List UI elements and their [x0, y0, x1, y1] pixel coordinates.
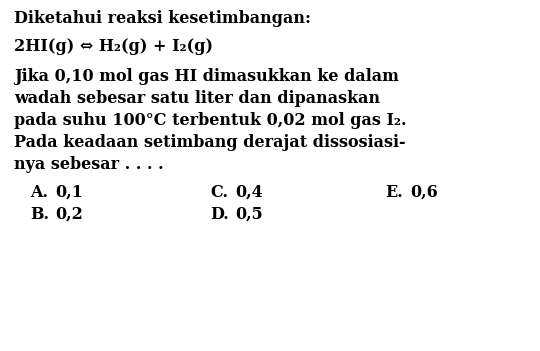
Text: nya sebesar . . . .: nya sebesar . . . .	[14, 156, 164, 173]
Text: Diketahui reaksi kesetimbangan:: Diketahui reaksi kesetimbangan:	[14, 10, 311, 27]
Text: wadah sebesar satu liter dan dipanaskan: wadah sebesar satu liter dan dipanaskan	[14, 90, 380, 107]
Text: E.: E.	[385, 184, 403, 201]
Text: 0,4: 0,4	[235, 184, 263, 201]
Text: Pada keadaan setimbang derajat dissosiasi-: Pada keadaan setimbang derajat dissosias…	[14, 134, 406, 151]
Text: 0,6: 0,6	[410, 184, 438, 201]
Text: 0,2: 0,2	[55, 206, 83, 223]
Text: 2HI(g) ⇔ H₂(g) + I₂(g): 2HI(g) ⇔ H₂(g) + I₂(g)	[14, 38, 213, 55]
Text: Jika 0,10 mol gas HI dimasukkan ke dalam: Jika 0,10 mol gas HI dimasukkan ke dalam	[14, 68, 399, 85]
Text: C.: C.	[210, 184, 228, 201]
Text: 0,1: 0,1	[55, 184, 83, 201]
Text: B.: B.	[30, 206, 49, 223]
Text: 0,5: 0,5	[235, 206, 263, 223]
Text: pada suhu 100°C terbentuk 0,02 mol gas I₂.: pada suhu 100°C terbentuk 0,02 mol gas I…	[14, 112, 407, 129]
Text: D.: D.	[210, 206, 229, 223]
Text: A.: A.	[30, 184, 48, 201]
